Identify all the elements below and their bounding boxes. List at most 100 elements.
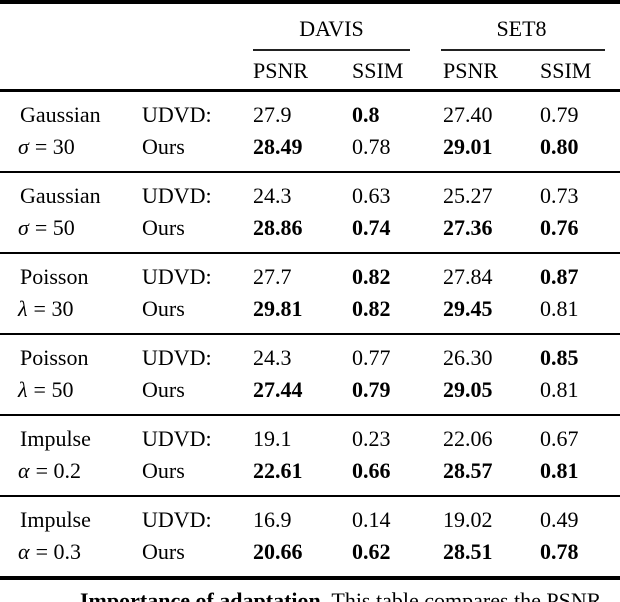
value-cell: 28.49 <box>253 134 303 159</box>
caption-text: Importance of adaptation. This table com… <box>80 588 620 602</box>
row-group-impulse-02: Impulse UDVD: 19.1 0.23 22.06 0.67 α = 0.… <box>0 416 620 497</box>
table-row: α = 0.2 Ours 22.61 0.66 28.57 0.81 <box>0 458 620 488</box>
param-value: = 50 <box>34 215 75 240</box>
value-cell: 0.81 <box>540 377 579 402</box>
value-cell: 24.3 <box>253 183 292 208</box>
method-label: UDVD: <box>142 426 212 451</box>
metric-header-ssim-davis: SSIM <box>352 58 404 83</box>
value-cell: 0.78 <box>352 134 391 159</box>
value-cell: 0.76 <box>540 215 579 240</box>
row-group-poisson-30: Poisson UDVD: 27.7 0.82 27.84 0.87 λ = 30… <box>0 254 620 335</box>
noise-param-label: σ = 50 <box>18 215 75 241</box>
greek-symbol: σ <box>18 215 29 240</box>
method-label: UDVD: <box>142 183 212 208</box>
row-group-gaussian-30: Gaussian UDVD: 27.9 0.8 27.40 0.79 σ = 30… <box>0 92 620 173</box>
value-cell: 27.36 <box>443 215 493 240</box>
value-cell: 0.62 <box>352 539 391 564</box>
value-cell: 27.84 <box>443 264 493 289</box>
value-cell: 0.79 <box>540 102 579 127</box>
results-table: DAVIS SET8 PSNR SSIM PSNR SSIM Gaussian … <box>0 0 620 580</box>
table-row: Impulse UDVD: 19.1 0.23 22.06 0.67 <box>0 426 620 456</box>
table-row: Gaussian UDVD: 24.3 0.63 25.27 0.73 <box>0 183 620 213</box>
noise-param-label: λ = 50 <box>18 377 73 403</box>
param-value: = 0.3 <box>35 539 81 564</box>
table-row: Gaussian UDVD: 27.9 0.8 27.40 0.79 <box>0 102 620 132</box>
greek-symbol: α <box>18 539 30 564</box>
method-label: Ours <box>142 215 185 240</box>
method-label: UDVD: <box>142 507 212 532</box>
table-row: σ = 30 Ours 28.49 0.78 29.01 0.80 <box>0 134 620 164</box>
param-value: = 30 <box>34 134 75 159</box>
greek-symbol: α <box>18 458 30 483</box>
value-cell: 0.8 <box>352 102 380 127</box>
value-cell: 0.85 <box>540 345 579 370</box>
value-cell: 0.77 <box>352 345 391 370</box>
value-cell: 29.05 <box>443 377 493 402</box>
table-row: λ = 50 Ours 27.44 0.79 29.05 0.81 <box>0 377 620 407</box>
value-cell: 27.7 <box>253 264 292 289</box>
value-cell: 27.44 <box>253 377 303 402</box>
value-cell: 0.79 <box>352 377 391 402</box>
metric-header-psnr-set8: PSNR <box>443 58 499 83</box>
method-label: Ours <box>142 539 185 564</box>
value-cell: 0.82 <box>352 264 391 289</box>
dataset-header-davis: DAVIS <box>299 16 364 41</box>
noise-param-label: σ = 30 <box>18 134 75 160</box>
noise-type-label: Impulse <box>20 426 91 451</box>
table-row: Impulse UDVD: 16.9 0.14 19.02 0.49 <box>0 507 620 537</box>
value-cell: 24.3 <box>253 345 292 370</box>
cmidrule-set8 <box>441 49 605 51</box>
greek-symbol: λ <box>18 377 28 402</box>
value-cell: 0.87 <box>540 264 579 289</box>
method-label: Ours <box>142 134 185 159</box>
row-group-poisson-50: Poisson UDVD: 24.3 0.77 26.30 0.85 λ = 50… <box>0 335 620 416</box>
value-cell: 25.27 <box>443 183 493 208</box>
value-cell: 0.23 <box>352 426 391 451</box>
noise-type-label: Poisson <box>20 264 89 289</box>
caption-lead: Importance of adaptation. <box>80 588 327 602</box>
value-cell: 0.63 <box>352 183 391 208</box>
table-row: λ = 30 Ours 29.81 0.82 29.45 0.81 <box>0 296 620 326</box>
value-cell: 0.67 <box>540 426 579 451</box>
value-cell: 29.45 <box>443 296 493 321</box>
method-label: UDVD: <box>142 264 212 289</box>
dataset-header-set8: SET8 <box>496 16 547 41</box>
value-cell: 0.81 <box>540 296 579 321</box>
param-value: = 50 <box>33 377 74 402</box>
value-cell: 16.9 <box>253 507 292 532</box>
value-cell: 0.66 <box>352 458 391 483</box>
value-cell: 0.80 <box>540 134 579 159</box>
value-cell: 0.81 <box>540 458 579 483</box>
noise-type-label: Gaussian <box>20 102 101 127</box>
param-value: = 0.2 <box>35 458 81 483</box>
metric-header-psnr-davis: PSNR <box>253 58 309 83</box>
value-cell: 29.01 <box>443 134 493 159</box>
value-cell: 28.86 <box>253 215 303 240</box>
table-row: σ = 50 Ours 28.86 0.74 27.36 0.76 <box>0 215 620 245</box>
value-cell: 26.30 <box>443 345 493 370</box>
caption-clipped: Importance of adaptation. This table com… <box>0 588 620 602</box>
value-cell: 19.02 <box>443 507 493 532</box>
value-cell: 20.66 <box>253 539 303 564</box>
metric-header-ssim-set8: SSIM <box>540 58 592 83</box>
value-cell: 28.57 <box>443 458 493 483</box>
method-label: Ours <box>142 377 185 402</box>
row-group-impulse-03: Impulse UDVD: 16.9 0.14 19.02 0.49 α = 0.… <box>0 497 620 580</box>
value-cell: 19.1 <box>253 426 292 451</box>
value-cell: 22.06 <box>443 426 493 451</box>
value-cell: 0.14 <box>352 507 391 532</box>
greek-symbol: λ <box>18 296 28 321</box>
table-row: Poisson UDVD: 27.7 0.82 27.84 0.87 <box>0 264 620 294</box>
caption-body: This table compares the PSNR <box>326 588 602 602</box>
value-cell: 22.61 <box>253 458 303 483</box>
cmidrule-davis <box>253 49 410 51</box>
value-cell: 0.49 <box>540 507 579 532</box>
noise-type-label: Impulse <box>20 507 91 532</box>
table-header: DAVIS SET8 PSNR SSIM PSNR SSIM <box>0 4 620 92</box>
greek-symbol: σ <box>18 134 29 159</box>
method-label: Ours <box>142 296 185 321</box>
value-cell: 28.51 <box>443 539 493 564</box>
noise-type-label: Gaussian <box>20 183 101 208</box>
value-cell: 0.74 <box>352 215 391 240</box>
